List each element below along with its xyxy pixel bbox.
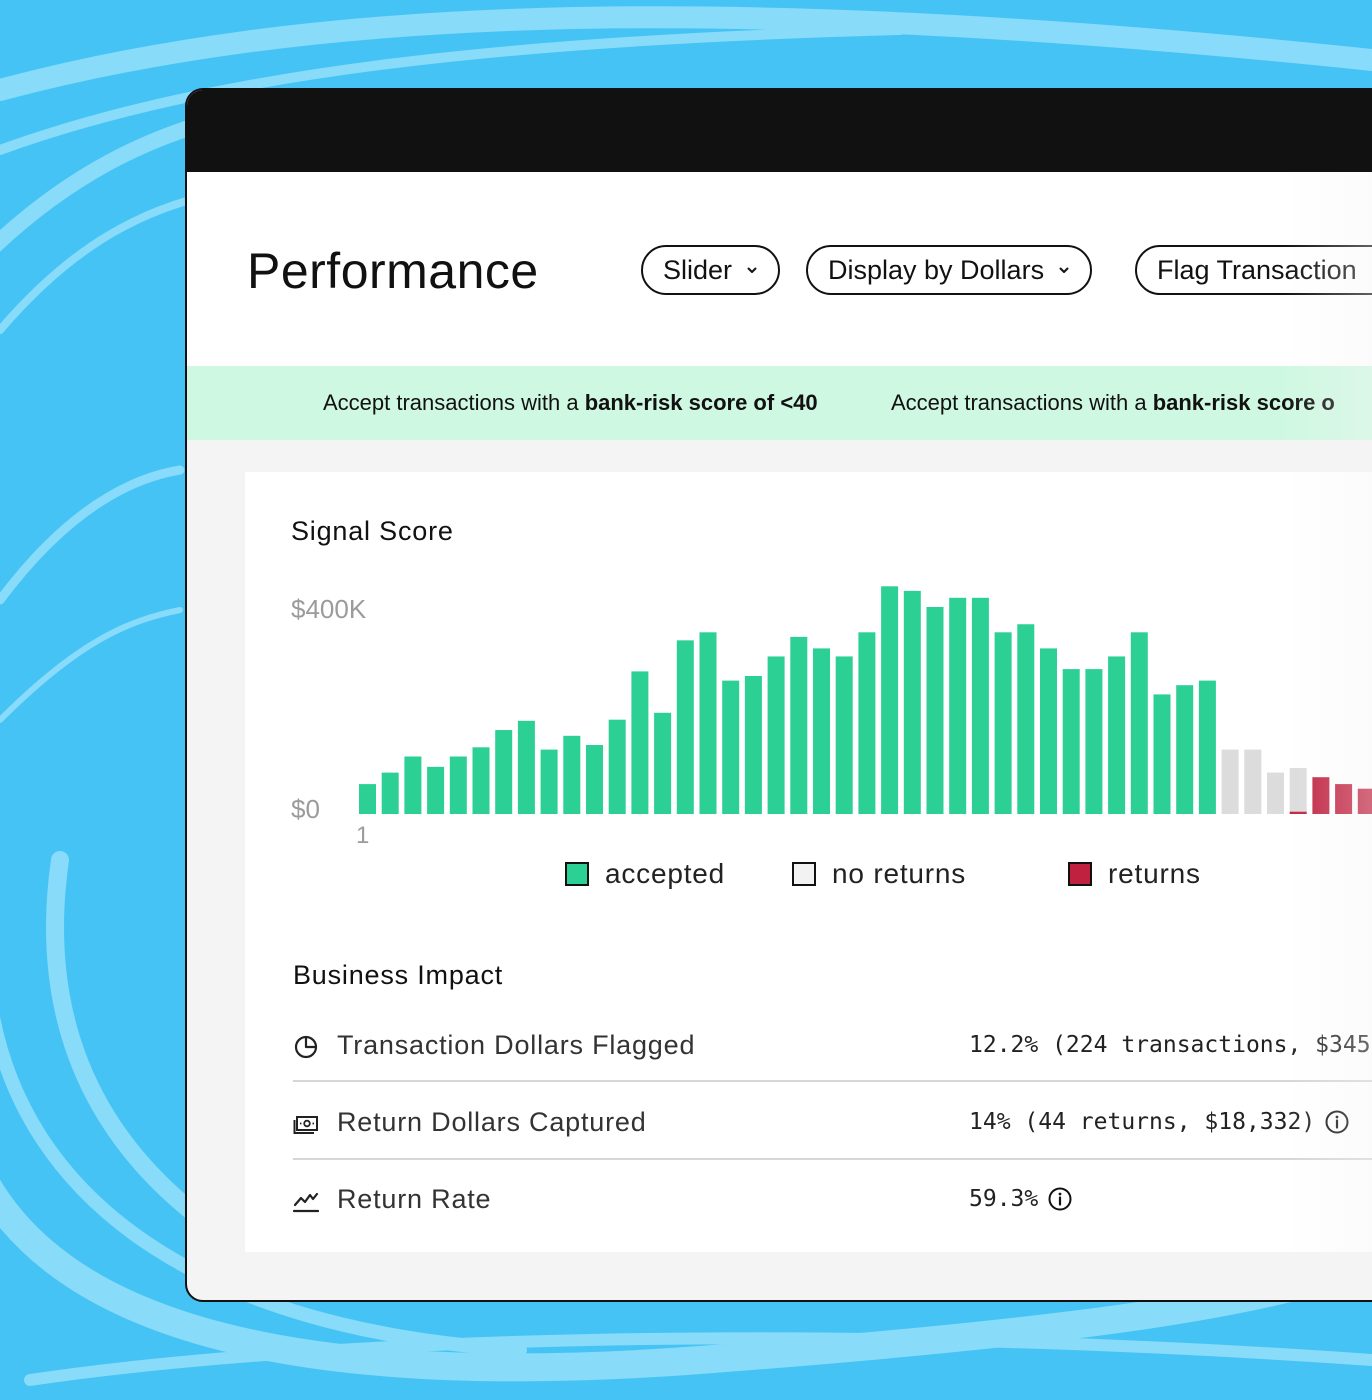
bar-accepted [744,676,762,814]
row-divider [293,1158,1372,1160]
bar-accepted [517,720,535,814]
slider-dropdown-label: Slider [663,254,733,285]
bar-accepted [835,656,853,814]
y-axis-min-label: $0 [291,794,320,824]
trend-line-icon [293,1192,319,1213]
legend-swatch-returns [1068,862,1092,886]
bar-accepted [1130,632,1148,814]
bar-accepted [858,632,876,814]
bar-accepted [1198,680,1216,814]
bar-accepted [586,745,603,814]
banner-emphasis: bank-risk score of <40 [584,390,818,415]
bar-accepted [359,784,376,814]
rule-banner: Accept transactions with a bank-risk sco… [187,366,1372,440]
bar-accepted [1062,669,1080,814]
bar-no-returns [1221,749,1239,814]
impact-label: Return Dollars Captured [337,1107,647,1137]
business-impact-title: Business Impact [293,960,504,990]
bar-accepted [903,590,921,814]
info-icon[interactable] [1325,1110,1349,1134]
bar-returns [1357,788,1372,814]
bar-accepted [722,680,740,814]
bar-accepted [1085,669,1103,814]
info-icon[interactable] [1048,1187,1072,1211]
banner-message: Accept transactions with a bank-risk sco… [323,390,818,415]
impact-value: 12.2% (224 transactions, $345, [969,1032,1372,1058]
bar-accepted [767,656,785,814]
slider-dropdown[interactable]: Slider [641,245,781,295]
bar-accepted [563,735,581,814]
bar-no-returns [1244,749,1262,814]
bar-accepted [449,756,467,814]
cash-icon [293,1116,318,1134]
row-divider [293,1080,1372,1082]
bar-no-returns [1289,768,1307,814]
page-title: Performance [247,243,539,299]
banner-message: Accept transactions with a bank-risk sco… [891,390,1335,415]
app-window: Performance Slider Display by Dollars Fl… [185,88,1372,1302]
x-axis-start-label: 1 [356,822,370,849]
bar-accepted [540,749,558,814]
bar-accepted [971,597,989,814]
window-titlebar [187,90,1372,172]
chevron-down-icon [747,267,757,273]
bar-accepted [926,607,944,814]
impact-label: Transaction Dollars Flagged [337,1030,696,1060]
bar-accepted [1176,685,1194,814]
bar-accepted [1040,648,1057,814]
display-mode-dropdown-label: Display by Dollars [828,254,1045,285]
bar-accepted [631,671,649,814]
impact-row-return-dollars: Return Dollars Captured 14% (44 returns,… [293,1095,1372,1155]
impact-row-return-rate: Return Rate 59.3% [293,1172,1372,1232]
bar-accepted [994,632,1012,814]
display-mode-dropdown[interactable]: Display by Dollars [806,245,1093,295]
y-axis-max-label: $400K [291,594,367,624]
bar-accepted [1153,694,1171,814]
legend-no-returns: no returns [792,858,966,890]
legend-returns: returns [1068,858,1201,890]
bar-accepted [381,772,399,814]
legend-swatch-accepted [565,862,589,886]
bar-accepted [472,747,490,814]
banner-emphasis: bank-risk score o [1152,390,1335,415]
bar-accepted [699,632,717,814]
impact-value: 59.3% [969,1186,1072,1212]
impact-row-dollars-flagged: Transaction Dollars Flagged 12.2% (224 t… [293,1018,1372,1078]
signal-score-title: Signal Score [291,516,454,546]
performance-panel: Signal Score $400K $0 1 accepted no retu… [245,472,1372,1252]
bar-accepted [427,766,445,814]
bar-accepted [949,597,967,814]
bar-returns [1335,784,1353,814]
bar-accepted [790,636,808,814]
impact-value: 14% (44 returns, $18,332) [969,1109,1349,1135]
pie-chart-icon [294,1035,318,1059]
bar-accepted [654,712,672,814]
legend-swatch-no-returns [792,862,816,886]
signal-score-chart [359,586,1372,814]
flag-transaction-label: Flag Transaction [1157,254,1357,285]
flag-transaction-button[interactable]: Flag Transaction [1135,245,1372,295]
legend-label: no returns [832,858,967,889]
legend-label: accepted [605,858,726,889]
bar-accepted [1108,656,1126,814]
legend-accepted: accepted [565,858,725,890]
bar-accepted [676,640,694,814]
page-header: Performance Slider Display by Dollars Fl… [187,172,1372,366]
bar-accepted [495,730,513,814]
legend-label: returns [1108,858,1201,889]
bar-returns [1312,777,1330,814]
bar-accepted [881,586,899,814]
bar-accepted [1017,624,1035,814]
chevron-down-icon [1059,267,1069,273]
bar-returns [1289,811,1307,814]
bar-accepted [813,648,830,814]
impact-label: Return Rate [337,1184,492,1214]
bar-no-returns [1267,772,1284,814]
bar-accepted [608,719,626,814]
bar-accepted [404,756,422,814]
